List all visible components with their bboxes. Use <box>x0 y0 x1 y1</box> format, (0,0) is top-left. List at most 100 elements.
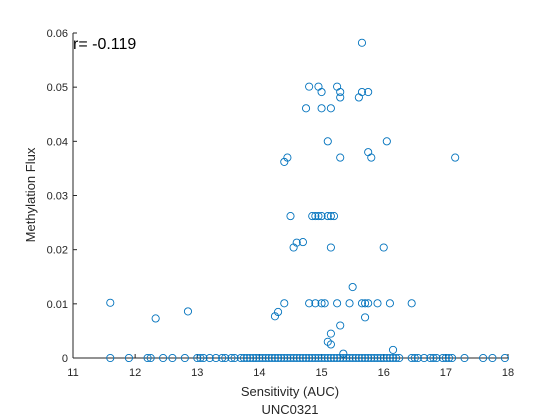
y-tick-label: 0.02 <box>47 245 68 257</box>
x-tick-label: 14 <box>253 367 265 379</box>
data-point <box>311 299 320 308</box>
data-point <box>451 153 460 162</box>
data-point <box>429 353 438 363</box>
y-tick-label: 0.03 <box>47 191 68 203</box>
data-point <box>298 353 307 363</box>
data-point <box>261 353 270 363</box>
data-point <box>329 212 339 221</box>
data-point <box>227 353 236 363</box>
data-point <box>326 212 335 221</box>
data-point <box>242 353 252 363</box>
data-point <box>317 353 326 363</box>
data-point <box>239 353 248 363</box>
data-point <box>255 353 264 363</box>
data-point <box>218 353 227 363</box>
data-point <box>388 353 398 363</box>
data-point <box>326 329 335 338</box>
data-point <box>326 340 335 349</box>
data-point <box>432 353 441 363</box>
data-point <box>289 353 298 363</box>
data-point <box>348 353 357 363</box>
data-point <box>367 353 376 363</box>
data-point <box>146 353 155 363</box>
data-point <box>283 153 292 162</box>
data-point <box>361 313 370 322</box>
data-point <box>345 353 354 363</box>
data-point <box>357 299 367 308</box>
y-tick-label: 0.01 <box>47 299 68 311</box>
data-point <box>311 353 320 363</box>
data-point <box>395 353 404 363</box>
data-point <box>295 353 304 363</box>
data-point <box>168 353 177 363</box>
data-point <box>376 353 385 363</box>
data-point <box>460 353 469 363</box>
chart-title: UNC0321 <box>261 402 318 417</box>
data-point <box>320 353 329 363</box>
data-point <box>407 353 416 363</box>
data-point <box>314 82 323 91</box>
data-point <box>329 353 339 363</box>
data-point <box>301 104 311 113</box>
data-point <box>221 353 230 363</box>
data-point <box>292 238 301 247</box>
data-point <box>205 353 214 363</box>
data-point <box>286 353 295 363</box>
x-tick-label: 18 <box>502 367 514 379</box>
data-point <box>385 353 394 363</box>
data-point <box>286 212 295 221</box>
data-point <box>336 93 345 102</box>
data-point <box>385 299 394 308</box>
data-point <box>199 353 208 363</box>
data-point <box>364 353 373 363</box>
data-point <box>333 82 342 91</box>
data-points <box>106 38 509 363</box>
data-point <box>444 353 454 363</box>
data-point <box>267 353 276 363</box>
y-axis-ticks: 0 0.01 0.02 0.03 0.04 0.05 0.06 <box>47 28 77 365</box>
data-point <box>230 353 239 363</box>
y-tick-label: 0.06 <box>47 28 68 40</box>
data-point <box>413 353 422 363</box>
data-point <box>326 353 335 363</box>
y-tick-label: 0 <box>62 353 68 365</box>
x-axis-label: Sensitivity (AUC) <box>241 384 339 399</box>
data-point <box>283 353 292 363</box>
x-tick-label: 11 <box>67 367 78 379</box>
axes <box>72 33 508 359</box>
data-point <box>407 299 416 308</box>
data-point <box>258 353 267 363</box>
data-point <box>274 307 283 317</box>
data-point <box>151 314 160 323</box>
data-point <box>438 353 447 363</box>
data-point <box>357 38 367 47</box>
x-tick-label: 15 <box>315 367 327 379</box>
data-point <box>280 353 289 363</box>
x-axis-ticks: 11 12 13 14 15 16 17 18 <box>67 354 514 379</box>
x-tick-label: 12 <box>129 367 141 379</box>
data-point <box>249 353 258 363</box>
data-point <box>180 353 189 363</box>
data-point <box>264 353 273 363</box>
data-point <box>323 353 332 363</box>
data-point <box>193 353 202 363</box>
data-point <box>106 298 115 307</box>
data-point <box>392 353 401 363</box>
data-point <box>196 353 205 363</box>
data-point <box>311 212 320 221</box>
data-point <box>373 299 382 308</box>
data-point <box>317 299 326 308</box>
data-point <box>317 104 326 113</box>
data-point <box>364 299 373 308</box>
data-point <box>211 353 220 363</box>
data-point <box>301 353 311 363</box>
data-point <box>274 353 283 363</box>
data-point <box>320 299 329 308</box>
data-point <box>314 353 323 363</box>
data-point <box>236 353 245 363</box>
data-point <box>277 353 286 363</box>
data-point <box>426 353 435 363</box>
data-point <box>373 353 382 363</box>
data-point <box>305 299 314 308</box>
